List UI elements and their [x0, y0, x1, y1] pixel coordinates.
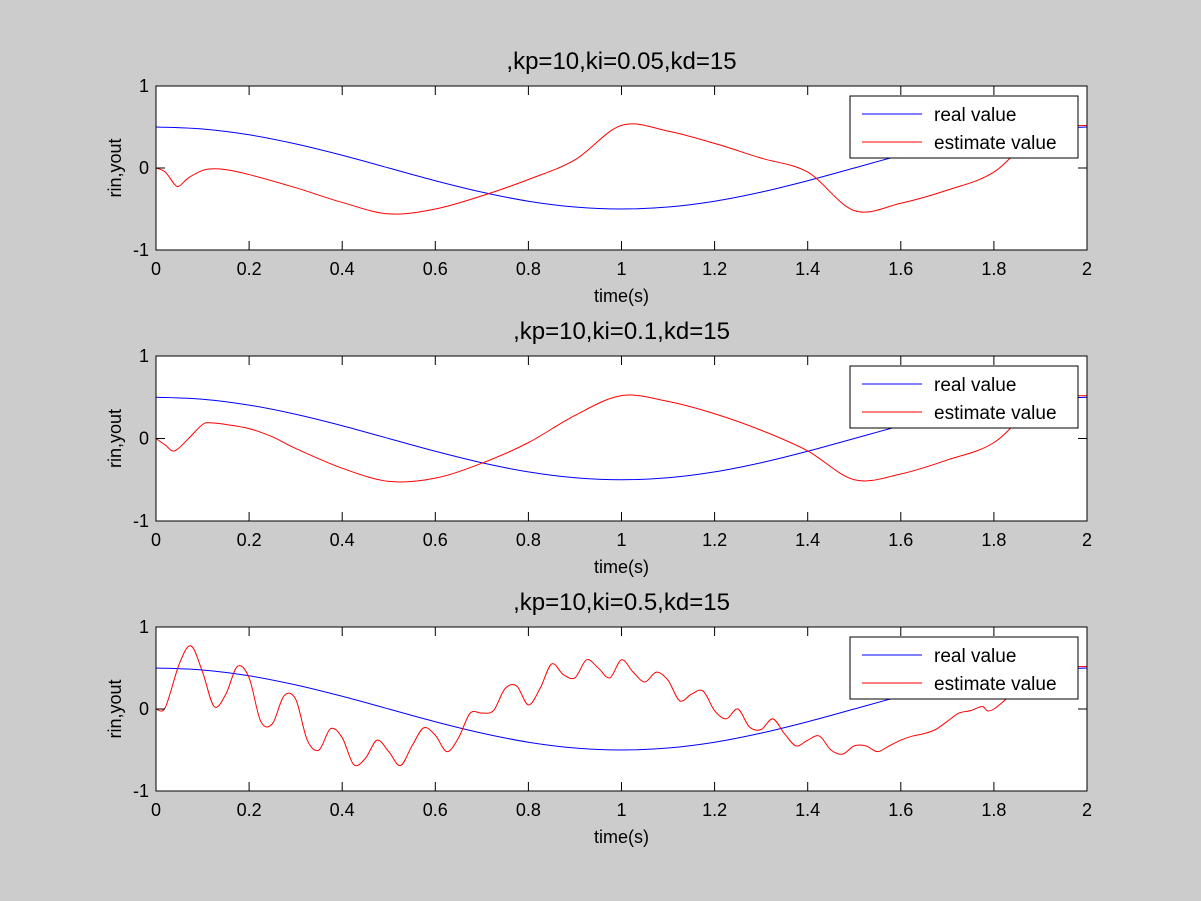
- x-axis-label: time(s): [594, 557, 649, 577]
- y-tick-label: 0: [139, 699, 149, 719]
- x-tick-label: 1.8: [981, 800, 1006, 820]
- x-tick-label: 0: [151, 530, 161, 550]
- x-tick-label: 2: [1082, 530, 1092, 550]
- y-tick-label: -1: [133, 511, 149, 531]
- x-tick-label: 1: [616, 800, 626, 820]
- x-tick-label: 0.6: [423, 530, 448, 550]
- series-estimate-value-line: [156, 645, 1087, 767]
- x-tick-label: 0.4: [330, 800, 355, 820]
- y-tick-label: -1: [133, 240, 149, 260]
- x-tick-label: 1.6: [888, 530, 913, 550]
- legend: real value estimate value: [849, 95, 1079, 159]
- x-tick-label: 2: [1082, 800, 1092, 820]
- x-tick-label: 0: [151, 800, 161, 820]
- x-tick-label: 1: [616, 259, 626, 279]
- x-tick-label: 2: [1082, 259, 1092, 279]
- x-tick-label: 1.4: [795, 530, 820, 550]
- x-tick-label: 1.2: [702, 530, 727, 550]
- series-estimate-value-line: [156, 123, 1087, 215]
- x-axis-label: time(s): [594, 827, 649, 847]
- legend-label-real-value: real value: [934, 105, 1016, 126]
- y-axis-label: rin,yout: [105, 138, 125, 197]
- x-tick-label: 1.4: [795, 800, 820, 820]
- x-tick-label: 1.2: [702, 259, 727, 279]
- legend-box: [849, 95, 1079, 159]
- y-tick-label: -1: [133, 781, 149, 801]
- x-tick-label: 0: [151, 259, 161, 279]
- x-tick-label: 1: [616, 530, 626, 550]
- x-tick-label: 0.2: [237, 259, 262, 279]
- x-tick-label: 1.6: [888, 800, 913, 820]
- y-tick-label: 0: [139, 429, 149, 449]
- y-tick-label: 1: [139, 76, 149, 96]
- x-tick-label: 0.8: [516, 530, 541, 550]
- series-estimate-value-line: [156, 394, 1087, 483]
- y-tick-label: 1: [139, 617, 149, 637]
- subplot-1: 0 0.2 0.4 0.6 0.8 1 1.2 1.4 1.6 1.8 2-101,kp=10,ki…: [105, 48, 1092, 306]
- legend: real value estimate value: [849, 365, 1079, 429]
- x-axis-label: time(s): [594, 286, 649, 306]
- chart-title: ,kp=10,ki=0.1,kd=15: [513, 318, 730, 345]
- legend-label-estimate-value: estimate value: [934, 674, 1057, 695]
- x-tick-label: 1.8: [981, 259, 1006, 279]
- legend-label-real-value: real value: [934, 646, 1016, 667]
- x-tick-label: 0.4: [330, 530, 355, 550]
- x-tick-label: 0.2: [237, 530, 262, 550]
- subplot-3: 0 0.2 0.4 0.6 0.8 1 1.2 1.4 1.6 1.8 2-101,kp=10,ki…: [105, 589, 1092, 847]
- y-axis-label: rin,yout: [105, 679, 125, 738]
- legend-label-estimate-value: estimate value: [934, 403, 1057, 424]
- x-tick-label: 1.4: [795, 259, 820, 279]
- legend-label-real-value: real value: [934, 375, 1016, 396]
- chart-title: ,kp=10,ki=0.5,kd=15: [513, 589, 730, 616]
- x-tick-label: 1.6: [888, 259, 913, 279]
- y-tick-label: 1: [139, 346, 149, 366]
- x-tick-label: 1.2: [702, 800, 727, 820]
- x-tick-label: 0.6: [423, 259, 448, 279]
- chart-title: ,kp=10,ki=0.05,kd=15: [506, 48, 736, 75]
- y-axis-label: rin,yout: [105, 409, 125, 468]
- legend-box: [849, 636, 1079, 700]
- x-tick-label: 1.8: [981, 530, 1006, 550]
- x-tick-label: 0.6: [423, 800, 448, 820]
- legend-label-estimate-value: estimate value: [934, 133, 1057, 154]
- x-tick-label: 0.8: [516, 800, 541, 820]
- x-tick-label: 0.8: [516, 259, 541, 279]
- subplot-2: 0 0.2 0.4 0.6 0.8 1 1.2 1.4 1.6 1.8 2-101,kp=10,ki…: [105, 318, 1092, 577]
- y-tick-label: 0: [139, 158, 149, 178]
- x-tick-label: 0.4: [330, 259, 355, 279]
- legend: real value estimate value: [849, 636, 1079, 700]
- legend-box: [849, 365, 1079, 429]
- x-tick-label: 0.2: [237, 800, 262, 820]
